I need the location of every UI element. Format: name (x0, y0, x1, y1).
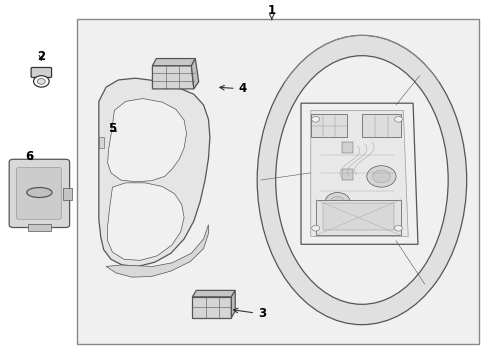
FancyBboxPatch shape (323, 203, 393, 230)
Circle shape (37, 78, 45, 84)
FancyBboxPatch shape (343, 143, 353, 153)
Circle shape (325, 193, 350, 210)
FancyBboxPatch shape (343, 169, 353, 180)
FancyBboxPatch shape (316, 200, 401, 235)
Polygon shape (152, 66, 194, 89)
FancyBboxPatch shape (362, 114, 401, 137)
Text: 5: 5 (108, 122, 117, 135)
Circle shape (367, 166, 396, 187)
FancyBboxPatch shape (9, 159, 70, 228)
Text: 2: 2 (37, 50, 46, 63)
FancyBboxPatch shape (311, 114, 347, 137)
FancyBboxPatch shape (31, 67, 51, 77)
Circle shape (394, 116, 402, 122)
FancyBboxPatch shape (77, 19, 479, 344)
Polygon shape (231, 291, 235, 318)
Polygon shape (106, 225, 208, 277)
Polygon shape (301, 103, 418, 244)
Polygon shape (108, 183, 184, 260)
Ellipse shape (257, 35, 466, 325)
Polygon shape (193, 291, 235, 297)
Polygon shape (152, 59, 196, 66)
FancyBboxPatch shape (17, 167, 61, 219)
Circle shape (33, 76, 49, 87)
FancyBboxPatch shape (63, 188, 72, 200)
Polygon shape (99, 78, 210, 266)
Text: 4: 4 (220, 82, 246, 95)
Polygon shape (192, 59, 199, 89)
Ellipse shape (276, 56, 448, 304)
Text: 1: 1 (268, 4, 276, 20)
Ellipse shape (27, 188, 52, 198)
Circle shape (331, 197, 344, 206)
Circle shape (312, 116, 319, 122)
Circle shape (312, 225, 319, 231)
Polygon shape (193, 297, 231, 318)
FancyBboxPatch shape (28, 224, 51, 231)
Polygon shape (311, 111, 408, 237)
Text: 3: 3 (233, 307, 266, 320)
Polygon shape (99, 137, 104, 148)
Circle shape (373, 170, 390, 183)
Polygon shape (108, 99, 187, 182)
Text: 6: 6 (25, 150, 34, 163)
Circle shape (394, 225, 402, 231)
